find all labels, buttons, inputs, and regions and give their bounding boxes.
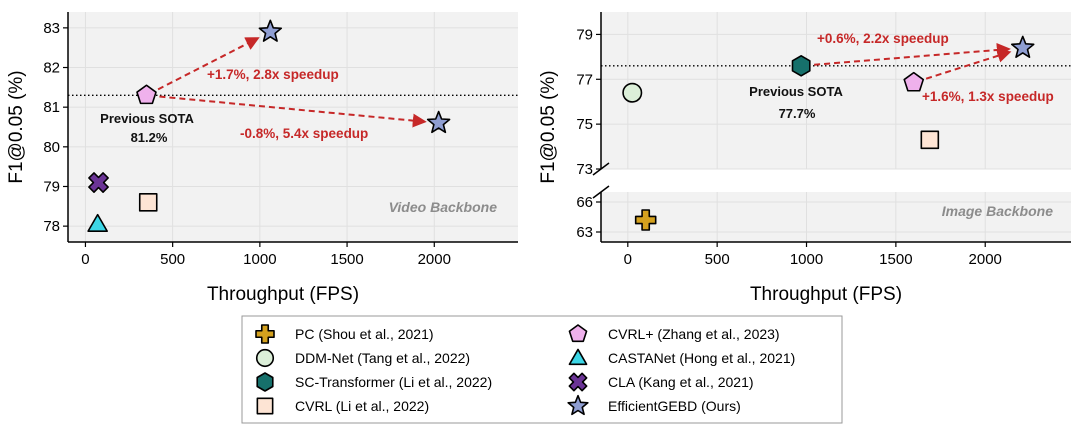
right-data-points <box>622 35 1035 231</box>
legend-items: PC (Shou et al., 2021) DDM-Net (Tang et a… <box>255 324 795 416</box>
left-x-tick-label: 1500 <box>330 251 363 268</box>
right-y-tick-label: 79 <box>576 26 593 43</box>
right-y-tick-label: 66 <box>576 194 593 211</box>
left-point-efficientgebd <box>426 110 451 134</box>
right-y-tick-label: 75 <box>576 116 593 133</box>
right-point-ddm-net <box>622 82 643 103</box>
right-point-cvrl <box>903 71 925 92</box>
right-point-efficientgebd <box>1011 35 1035 58</box>
right-gain-b-label: +1.6%, 1.3x speedup <box>922 89 1054 104</box>
right-y-tick-label: 77 <box>576 71 593 88</box>
left-x-tick-label: 0 <box>81 251 89 268</box>
right-point-pc <box>634 209 657 231</box>
left-x-ticks: 0 500 1000 1500 2000 <box>81 242 451 268</box>
right-y-axis-label: F1@0.05 (%) <box>538 70 559 183</box>
left-sota-value: 81.2% <box>131 130 168 145</box>
legend-marker-cvrl <box>568 324 588 343</box>
left-point-cvrl <box>138 193 158 212</box>
left-sota-label: Previous SOTA <box>100 111 194 126</box>
legend-marker-efficientgebd <box>567 394 589 416</box>
right-improvement-arrow-2 <box>925 49 1012 80</box>
left-y-axis-label: F1@0.05 (%) <box>6 70 27 183</box>
right-point-cvrl <box>920 130 940 150</box>
left-y-tick-label: 81 <box>43 99 60 116</box>
legend-marker-sc-transformer <box>256 372 274 392</box>
right-x-tick-label: 1000 <box>790 251 823 268</box>
right-point-sc-transformer <box>791 55 811 77</box>
right-y-tick-label: 73 <box>576 161 593 178</box>
left-y-ticks: 78 79 80 81 82 83 <box>43 20 68 235</box>
right-sota-label: Previous SOTA <box>749 84 843 99</box>
left-y-tick-label: 83 <box>43 20 60 37</box>
right-chart: 0 500 1000 1500 2000 73 75 77 79 63 66 Previous S… <box>538 12 1071 305</box>
legend-box <box>241 315 843 424</box>
legend-item-pc: PC (Shou et al., 2021) <box>255 324 434 344</box>
legend-item-cla: CLA (Kang et al., 2021) <box>568 372 754 392</box>
right-arrows <box>814 42 1012 80</box>
legend-marker-ddm-net <box>255 348 275 368</box>
left-x-axis-label: Throughput (FPS) <box>207 284 359 305</box>
legend-item-ddm-net: DDM-Net (Tang et al., 2022) <box>255 348 470 368</box>
right-sota-value: 77.7% <box>779 106 816 121</box>
right-plot-area-lower <box>601 192 1071 242</box>
right-x-axis-label: Throughput (FPS) <box>750 284 902 305</box>
left-point-cla <box>88 172 109 193</box>
right-axis-break-mark-upper <box>592 162 610 176</box>
right-x-tick-label: 2000 <box>969 251 1002 268</box>
legend-label: CLA (Kang et al., 2021) <box>608 374 754 390</box>
legend-item-efficientgebd: EfficientGEBD (Ours) <box>567 394 741 416</box>
right-x-tick-label: 1500 <box>879 251 912 268</box>
left-y-tick-label: 78 <box>43 218 60 235</box>
left-y-tick-label: 79 <box>43 178 60 195</box>
legend-item-sc-transformer: SC-Transformer (Li et al., 2022) <box>256 372 492 392</box>
left-y-tick-label: 82 <box>43 60 60 77</box>
right-watermark: Image Backbone <box>942 203 1053 219</box>
left-gridlines <box>68 12 518 242</box>
legend-label: PC (Shou et al., 2021) <box>295 326 434 342</box>
legend-marker-cla <box>568 372 588 392</box>
legend-label: CVRL+ (Zhang et al., 2023) <box>608 326 780 342</box>
left-gain-up-label: +1.7%, 2.8x speedup <box>207 67 339 82</box>
legend-label: SC-Transformer (Li et al., 2022) <box>295 374 492 390</box>
left-y-tick-label: 80 <box>43 139 60 156</box>
right-x-ticks: 0 500 1000 1500 2000 <box>624 242 1002 268</box>
left-data-points <box>87 19 451 232</box>
legend-item-castanet: CASTANet (Hong et al., 2021) <box>568 348 795 366</box>
left-improvement-arrow-2 <box>159 95 427 128</box>
left-watermark: Video Backbone <box>389 199 498 215</box>
legend-label: CASTANet (Hong et al., 2021) <box>608 350 795 366</box>
legend-marker-pc <box>255 324 275 344</box>
left-arrows <box>157 37 427 128</box>
left-point-castanet <box>87 213 108 232</box>
left-chart: 0 500 1000 1500 2000 78 79 80 81 82 83 Previous S… <box>6 12 518 305</box>
left-gain-down-label: -0.8%, 5.4x speedup <box>240 126 368 141</box>
right-gain-a-label: +0.6%, 2.2x speedup <box>817 31 949 46</box>
right-plot-area-upper <box>601 12 1071 169</box>
legend-marker-castanet <box>568 348 588 366</box>
legend-label: CVRL (Li et al., 2022) <box>295 398 429 414</box>
right-axis-break-mark-lower <box>592 185 610 199</box>
legend-item-cvrl: CVRL+ (Zhang et al., 2023) <box>568 324 780 343</box>
left-point-cvrl <box>136 84 157 105</box>
left-x-tick-label: 500 <box>160 251 185 268</box>
right-y-ticks: 73 75 77 79 63 66 <box>576 26 601 241</box>
right-x-tick-label: 500 <box>705 251 730 268</box>
right-improvement-arrow-1 <box>814 42 1011 66</box>
right-gridlines <box>601 12 1071 242</box>
right-x-tick-label: 0 <box>624 251 632 268</box>
legend-label: DDM-Net (Tang et al., 2022) <box>295 350 470 366</box>
legend-marker-cvrl <box>256 397 274 415</box>
left-x-tick-label: 2000 <box>418 251 451 268</box>
left-improvement-arrow-1 <box>157 37 260 91</box>
legend-label: EfficientGEBD (Ours) <box>608 398 741 414</box>
left-point-efficientgebd <box>258 19 283 42</box>
left-x-tick-label: 1000 <box>243 251 276 268</box>
right-y-tick-label: 63 <box>576 224 593 241</box>
legend: PC (Shou et al., 2021) DDM-Net (Tang et a… <box>241 315 843 424</box>
legend-item-cvrl: CVRL (Li et al., 2022) <box>256 397 429 415</box>
